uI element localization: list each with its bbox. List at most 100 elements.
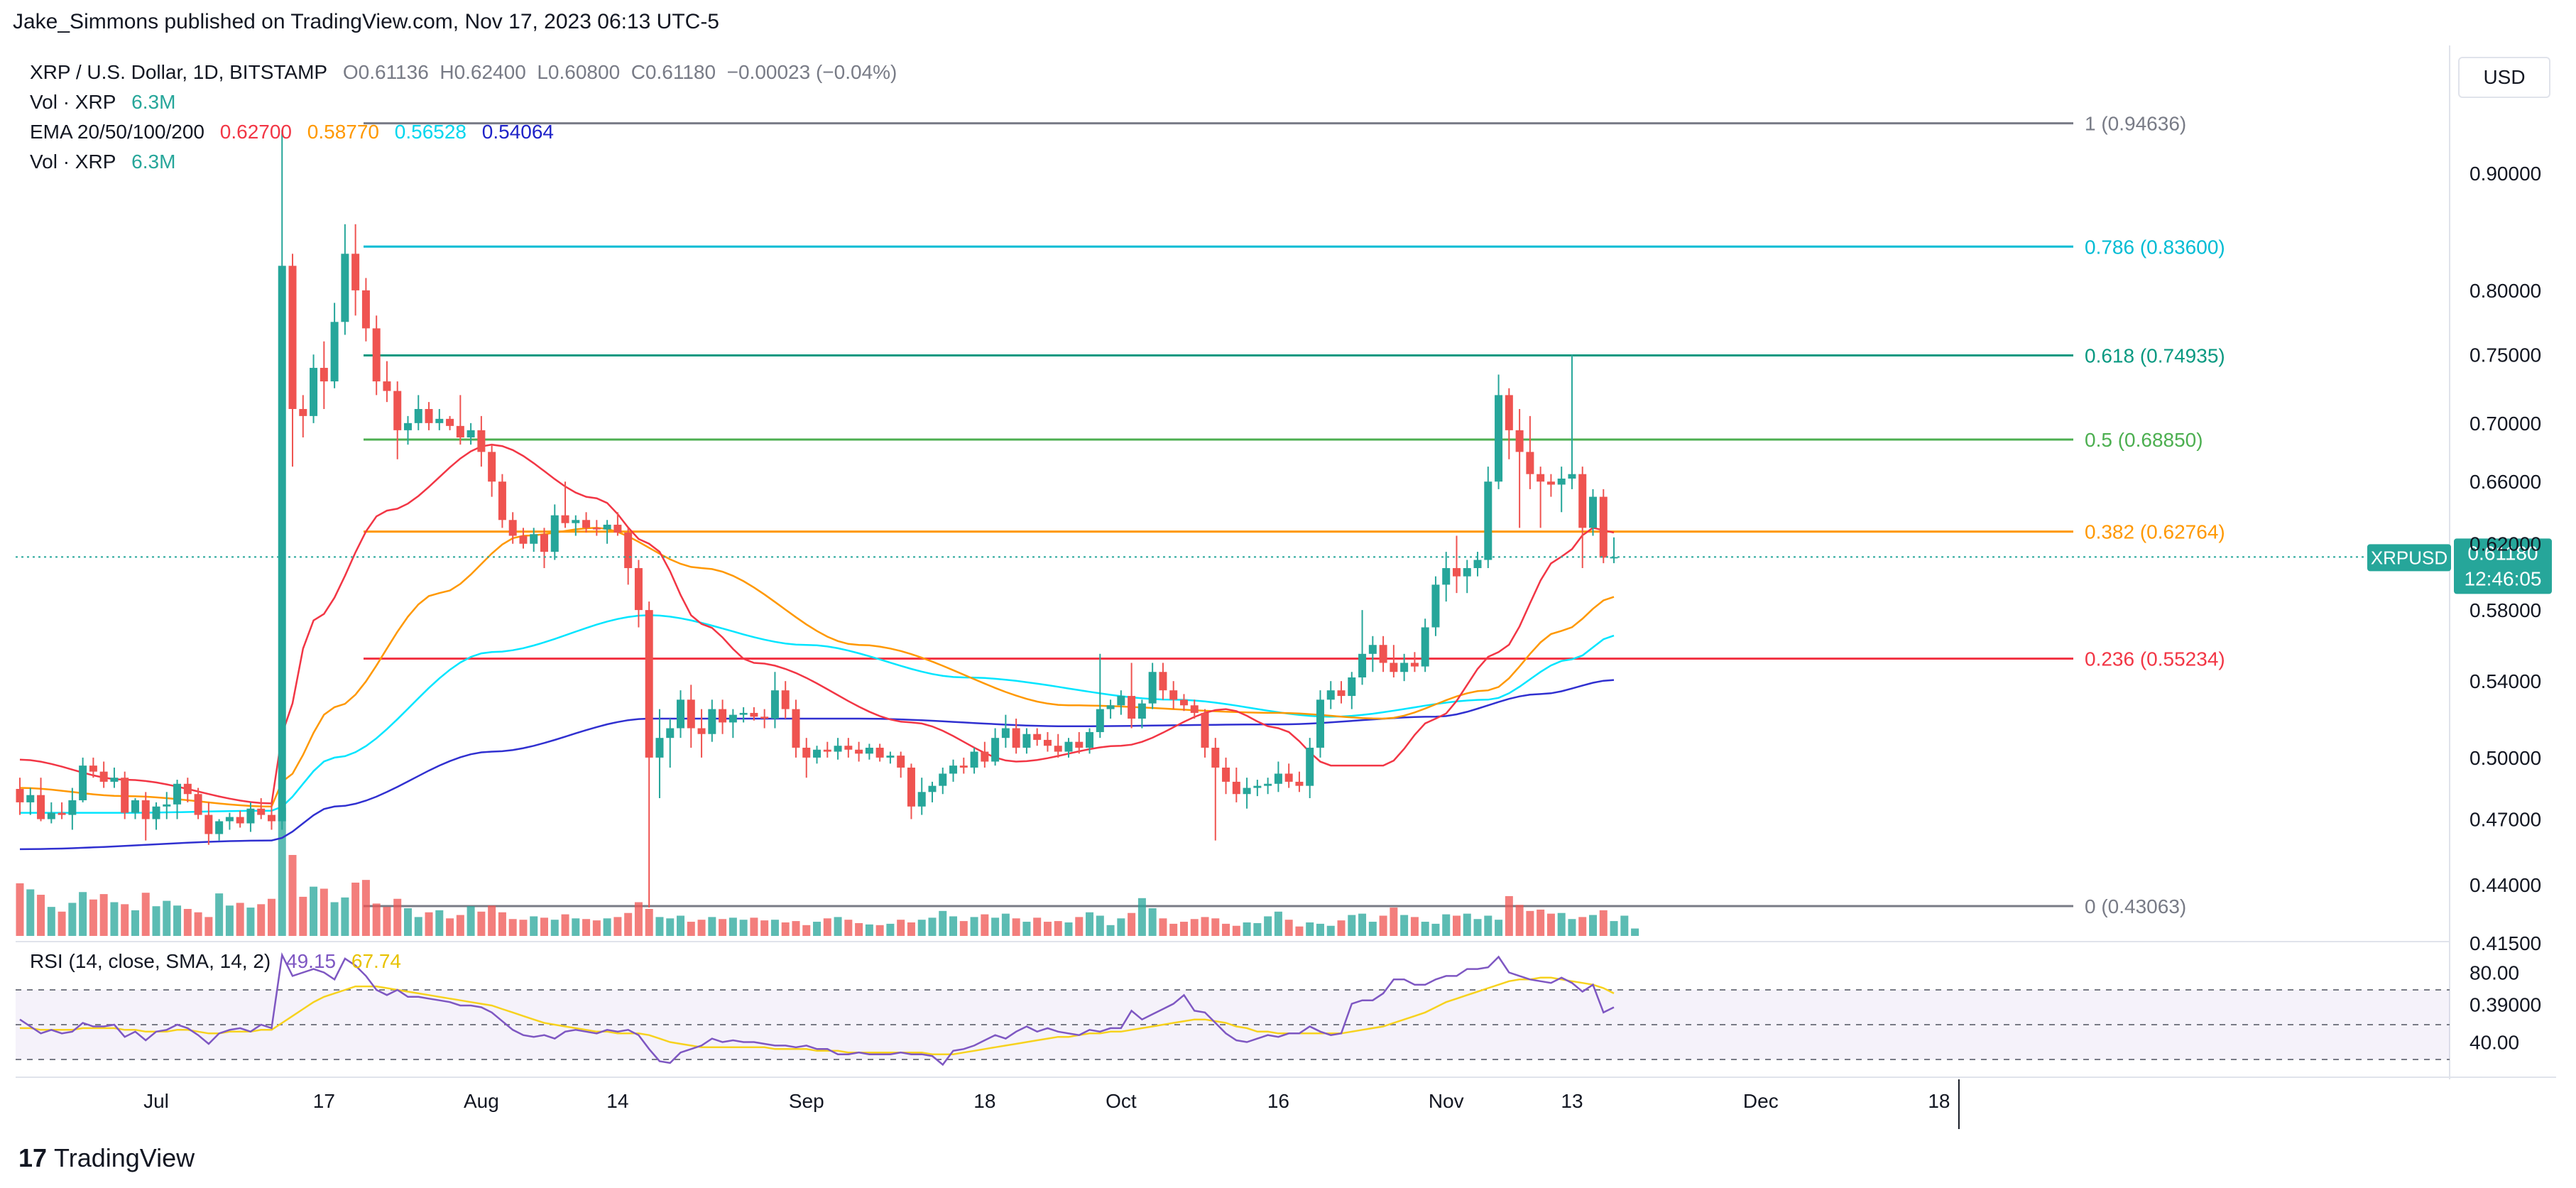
legend-symbol[interactable]: XRP / U.S. Dollar, 1D, BITSTAMP — [30, 61, 328, 83]
candle-body — [47, 812, 55, 819]
candle-body — [173, 783, 182, 805]
candle-body — [677, 699, 685, 729]
legend-ema-label[interactable]: EMA 20/50/100/200 — [30, 121, 204, 143]
volume-bar — [1631, 928, 1639, 936]
volume-bar — [152, 906, 160, 936]
fib-retracement-group: 1 (0.94636) 0.786 (0.83600) 0.618 (0.74935… — [364, 113, 2225, 917]
candle-body — [225, 817, 234, 822]
volume-bar — [236, 903, 244, 936]
price-tick-label: 0.80000 — [2469, 280, 2541, 302]
candle-body — [1495, 395, 1503, 482]
candle-body — [1526, 452, 1534, 474]
candle-body — [666, 728, 675, 739]
legend-vol-label[interactable]: Vol · XRP — [30, 91, 116, 113]
candle-body — [498, 481, 506, 521]
candle-body — [466, 430, 475, 437]
candle-body — [1106, 705, 1115, 709]
candle-body — [1390, 663, 1398, 672]
candle-body — [1295, 781, 1304, 786]
candle-body — [1505, 395, 1513, 430]
candle-body — [1159, 672, 1167, 691]
legend-high: 0.62400 — [454, 61, 526, 83]
volume-bar — [886, 923, 895, 936]
volume-bar — [393, 898, 402, 936]
tradingview-logo[interactable]: 17 TradingView — [18, 1143, 195, 1173]
volume-bar — [959, 921, 968, 936]
currency-selector[interactable]: USD — [2458, 57, 2550, 98]
candle-body — [508, 520, 517, 536]
volume-bar — [739, 920, 748, 936]
legend-rsi-label[interactable]: RSI (14, close, SMA, 14, 2) — [30, 950, 271, 972]
candle-body — [1137, 703, 1146, 719]
candle-body — [687, 699, 695, 729]
volume-bar — [403, 908, 412, 936]
candle-body — [16, 788, 24, 802]
volume-bar — [310, 886, 318, 936]
candle-body — [488, 452, 496, 482]
volume-bar — [1075, 917, 1084, 936]
candle-body — [550, 515, 559, 552]
time-tick-label: Nov — [1429, 1090, 1464, 1112]
candle-body — [1379, 645, 1387, 663]
volume-bar — [1557, 912, 1566, 936]
legend-vol2-label[interactable]: Vol · XRP — [30, 151, 116, 173]
candle-body — [1442, 568, 1451, 585]
volume-bar — [897, 920, 905, 936]
volume-bar — [1264, 916, 1272, 936]
candle-body — [1368, 645, 1377, 654]
volume-bar — [446, 918, 454, 936]
volume-bar — [572, 918, 580, 936]
candle-body — [278, 266, 286, 822]
candle-body — [1086, 731, 1094, 748]
chart-pane-background — [16, 45, 2444, 1082]
volume-bar — [320, 888, 328, 936]
candle-body — [1232, 781, 1240, 795]
volume-bar — [1117, 918, 1125, 936]
candle-body — [770, 690, 779, 719]
volume-bar — [1379, 915, 1387, 936]
candle-body — [121, 778, 129, 813]
rsi-tick-label: 40.00 — [2469, 1032, 2519, 1054]
volume-bar — [687, 922, 695, 936]
candle-body — [708, 709, 716, 734]
volume-bar — [1526, 910, 1534, 936]
volume-bar — [1610, 921, 1618, 936]
volume-bar — [1442, 914, 1451, 936]
candle-body — [855, 749, 863, 754]
candle-body — [603, 524, 611, 530]
candle-body — [403, 423, 412, 430]
volume-bar — [1348, 915, 1356, 936]
fib-level-label: 0.236 (0.55234) — [2085, 648, 2225, 670]
volume-bar — [603, 918, 611, 936]
volume-bar — [79, 892, 87, 936]
price-tag-value: 0.61180 — [2467, 542, 2538, 564]
candle-body — [257, 808, 266, 815]
candle-body — [1337, 690, 1346, 697]
candle-body — [1148, 672, 1157, 704]
candle-body — [1211, 747, 1220, 768]
candle-body — [760, 716, 769, 719]
volume-bar — [844, 920, 853, 936]
volume-bar — [750, 917, 758, 936]
volume-bar — [1169, 923, 1178, 936]
rsi-pane-group: 80.00 40.00 — [16, 941, 2519, 1067]
volume-bar — [519, 920, 528, 936]
candle-body — [246, 808, 255, 824]
volume-bar — [917, 920, 926, 936]
legend-vol2-value: 6.3M — [131, 151, 176, 173]
legend-ema20-value: 0.62700 — [219, 121, 292, 143]
candle-body — [834, 746, 842, 752]
volume-bar — [855, 922, 863, 936]
volume-bar — [1148, 908, 1157, 936]
volume-bar — [624, 912, 633, 936]
volume-bar — [1599, 910, 1608, 936]
publisher-line: Jake_Simmons published on TradingView.co… — [13, 10, 719, 33]
candle-body — [414, 408, 422, 423]
volume-bar — [488, 905, 496, 936]
volume-bar — [561, 914, 569, 936]
legend-rsi-value: 49.15 — [286, 950, 337, 972]
time-tick-label: Dec — [1743, 1090, 1779, 1112]
volume-bar — [194, 912, 202, 936]
volume-bar — [1064, 922, 1073, 936]
